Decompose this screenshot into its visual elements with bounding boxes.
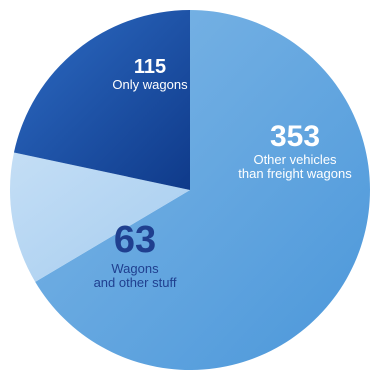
value-label-353: 353 — [269, 120, 321, 153]
text-label-wagons-line2: and other stuff — [93, 275, 177, 291]
label-only-wagons: 115 Only wagons — [95, 56, 205, 92]
text-label-other-vehicles-line2: than freight wagons — [238, 166, 352, 182]
text-label-other-vehicles-line1: Other vehicles — [253, 152, 337, 167]
value-label-115: 115 — [133, 56, 167, 78]
label-other-vehicles: 353 Other vehicles than freight wagons — [220, 120, 370, 182]
slice-only-wagons — [13, 10, 190, 190]
text-label-wagons-line1: Wagons — [111, 260, 159, 276]
value-label-63: 63 — [113, 219, 157, 261]
text-label-only-wagons: Only wagons — [112, 77, 188, 92]
label-wagons-and-other-stuff: 63 Wagons and other stuff — [55, 219, 215, 291]
slice-other-vehicles — [35, 10, 370, 371]
slice-wagons-and-other-stuff — [10, 152, 190, 282]
